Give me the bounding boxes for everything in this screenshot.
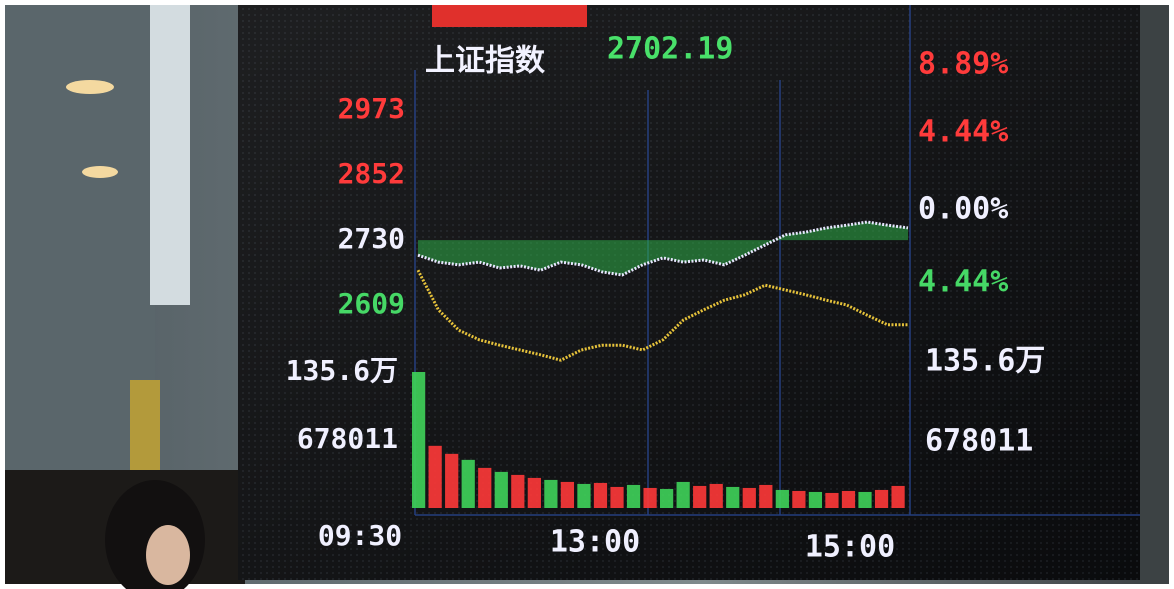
volume-bar (428, 445, 442, 509)
price-label: 2973 (338, 92, 405, 125)
index-name: 上证指数 (425, 44, 546, 79)
volume-bar (544, 479, 558, 509)
volume-bar (412, 372, 426, 509)
volume-bar (808, 491, 823, 509)
volume-bar (792, 490, 806, 509)
volume-bar (478, 467, 492, 509)
volume-label-right: 678011 (925, 424, 1033, 459)
price-line (417, 220, 909, 277)
volume-bar (709, 483, 723, 509)
reflection (238, 5, 1143, 580)
volume-bar (494, 471, 508, 509)
volume-label: 678011 (297, 422, 398, 455)
volume-bar (577, 483, 591, 509)
percent-label: 4.44% (918, 265, 1008, 300)
index-value: 2702.19 (607, 32, 733, 67)
volume-label: 135.6万 (286, 354, 398, 387)
time-label: 15:00 (805, 530, 895, 565)
volume-bar (759, 484, 773, 509)
volume-bar (461, 459, 475, 509)
price-label: 2730 (338, 222, 405, 255)
face (146, 525, 190, 585)
percent-label: 4.44% (918, 115, 1008, 150)
volume-bar (511, 474, 525, 509)
volume-bar (825, 492, 839, 509)
lamp (82, 166, 118, 178)
average-line (416, 269, 908, 362)
price-label: 2609 (338, 287, 405, 320)
volume-label-right: 135.6万 (925, 344, 1045, 379)
volume-bar (841, 490, 856, 509)
frame (1140, 5, 1169, 584)
volume-bar (593, 482, 608, 509)
lamp (66, 80, 114, 94)
volume-bar (643, 487, 657, 509)
volume-bar (874, 489, 889, 509)
price-label: 2852 (338, 157, 405, 190)
volume-bar (445, 453, 459, 509)
volume-bar (560, 481, 575, 509)
volume-bar (676, 481, 690, 509)
time-label: 13:00 (550, 525, 640, 560)
volume-bar (858, 491, 872, 509)
volume-bar (775, 489, 789, 509)
wall (130, 380, 160, 480)
volume-bar (742, 487, 756, 509)
percent-label: 0.00% (918, 192, 1008, 227)
percent-label: 8.89% (918, 47, 1008, 82)
volume-bar (626, 484, 641, 509)
volume-bar (891, 485, 905, 509)
header-box (432, 5, 587, 27)
volume-bar (660, 488, 674, 509)
sky (150, 5, 190, 305)
volume-bar (726, 486, 740, 509)
time-label: 09:30 (318, 519, 402, 552)
volume-bar (610, 486, 624, 509)
volume-bar (693, 485, 707, 509)
volume-bar (527, 477, 541, 509)
change-band (418, 222, 908, 275)
